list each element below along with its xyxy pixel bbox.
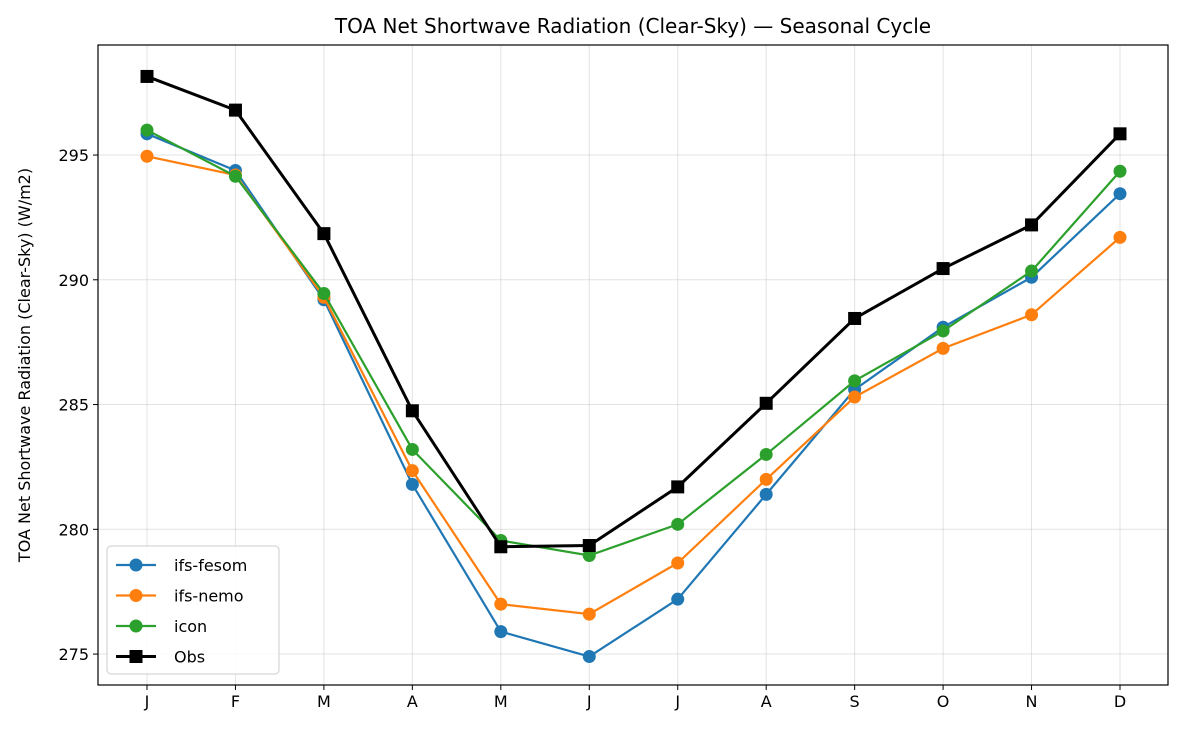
legend-item: ifs-nemo xyxy=(116,587,244,606)
data-point xyxy=(228,103,242,117)
x-tick-label: J xyxy=(144,692,150,711)
series-ifs-nemo xyxy=(140,149,1127,621)
legend-marker xyxy=(129,558,143,572)
legend: ifs-fesom ifs-nemo icon Obs xyxy=(106,545,280,675)
data-point xyxy=(228,169,242,183)
legend-item: ifs-fesom xyxy=(116,556,247,575)
data-point xyxy=(1113,230,1127,244)
series-ifs-fesom xyxy=(140,127,1127,664)
series-obs xyxy=(140,69,1127,554)
data-point xyxy=(759,447,773,461)
series-line xyxy=(146,155,1121,616)
data-point xyxy=(671,480,685,494)
data-point xyxy=(759,487,773,501)
x-tick-label: O xyxy=(937,692,950,711)
data-point xyxy=(317,287,331,301)
series-line xyxy=(146,75,1122,549)
data-point xyxy=(1113,127,1127,141)
y-ticks: 275 280 285 290 295 xyxy=(58,146,98,664)
data-point xyxy=(582,539,596,553)
x-tick-label: M xyxy=(317,692,331,711)
data-point xyxy=(582,607,596,621)
x-tick-label: D xyxy=(1114,692,1126,711)
data-point xyxy=(759,472,773,486)
series-group xyxy=(140,69,1127,664)
data-point xyxy=(405,464,419,478)
data-point xyxy=(317,227,331,241)
data-point xyxy=(405,442,419,456)
legend-label: Obs xyxy=(174,648,205,667)
data-point xyxy=(140,69,154,83)
legend-box xyxy=(106,545,280,675)
data-point xyxy=(848,390,862,404)
data-point xyxy=(848,311,862,325)
data-point xyxy=(494,625,508,639)
data-point xyxy=(140,149,154,163)
y-tick-label: 290 xyxy=(58,271,89,290)
data-point xyxy=(1113,187,1127,201)
chart-title: TOA Net Shortwave Radiation (Clear-Sky) … xyxy=(334,14,931,38)
y-axis-label: TOA Net Shortwave Radiation (Clear-Sky) … xyxy=(15,168,34,563)
data-point xyxy=(1025,264,1039,278)
x-tick-label: J xyxy=(674,692,680,711)
data-point xyxy=(671,517,685,531)
data-point xyxy=(405,404,419,418)
legend-marker xyxy=(129,589,143,602)
data-point xyxy=(759,396,773,410)
x-tick-label: A xyxy=(407,692,418,711)
y-tick-label: 280 xyxy=(58,520,89,539)
data-point xyxy=(936,262,950,276)
data-point xyxy=(1025,308,1039,322)
data-point xyxy=(1113,164,1127,178)
data-point xyxy=(936,324,950,338)
legend-item: Obs xyxy=(116,648,205,667)
data-point xyxy=(582,549,596,563)
legend-label: ifs-nemo xyxy=(174,587,244,606)
series-icon xyxy=(140,123,1127,563)
data-point xyxy=(405,477,419,491)
data-point xyxy=(582,650,596,664)
y-tick-label: 275 xyxy=(58,645,89,664)
x-tick-label: A xyxy=(761,692,772,711)
legend-label: icon xyxy=(174,617,207,636)
grid xyxy=(98,45,1168,685)
x-tick-label: S xyxy=(850,692,860,711)
y-tick-label: 285 xyxy=(58,396,89,415)
data-point xyxy=(671,556,685,570)
legend-marker xyxy=(129,619,143,633)
data-point xyxy=(936,341,950,355)
legend-item: icon xyxy=(116,617,207,636)
series-line xyxy=(146,132,1121,658)
plot-frame xyxy=(97,44,1169,686)
data-point xyxy=(1025,218,1039,232)
x-tick-label: J xyxy=(586,692,592,711)
data-point xyxy=(848,374,862,388)
legend-label: ifs-fesom xyxy=(174,556,247,575)
y-tick-label: 295 xyxy=(58,146,89,165)
data-point xyxy=(494,597,508,611)
data-point xyxy=(671,592,685,606)
legend-marker xyxy=(129,650,143,663)
series-line xyxy=(146,129,1121,557)
x-tick-label: F xyxy=(231,692,240,711)
x-tick-label: N xyxy=(1026,692,1038,711)
data-point xyxy=(140,123,154,137)
x-tick-label: M xyxy=(494,692,508,711)
data-point xyxy=(494,540,508,554)
